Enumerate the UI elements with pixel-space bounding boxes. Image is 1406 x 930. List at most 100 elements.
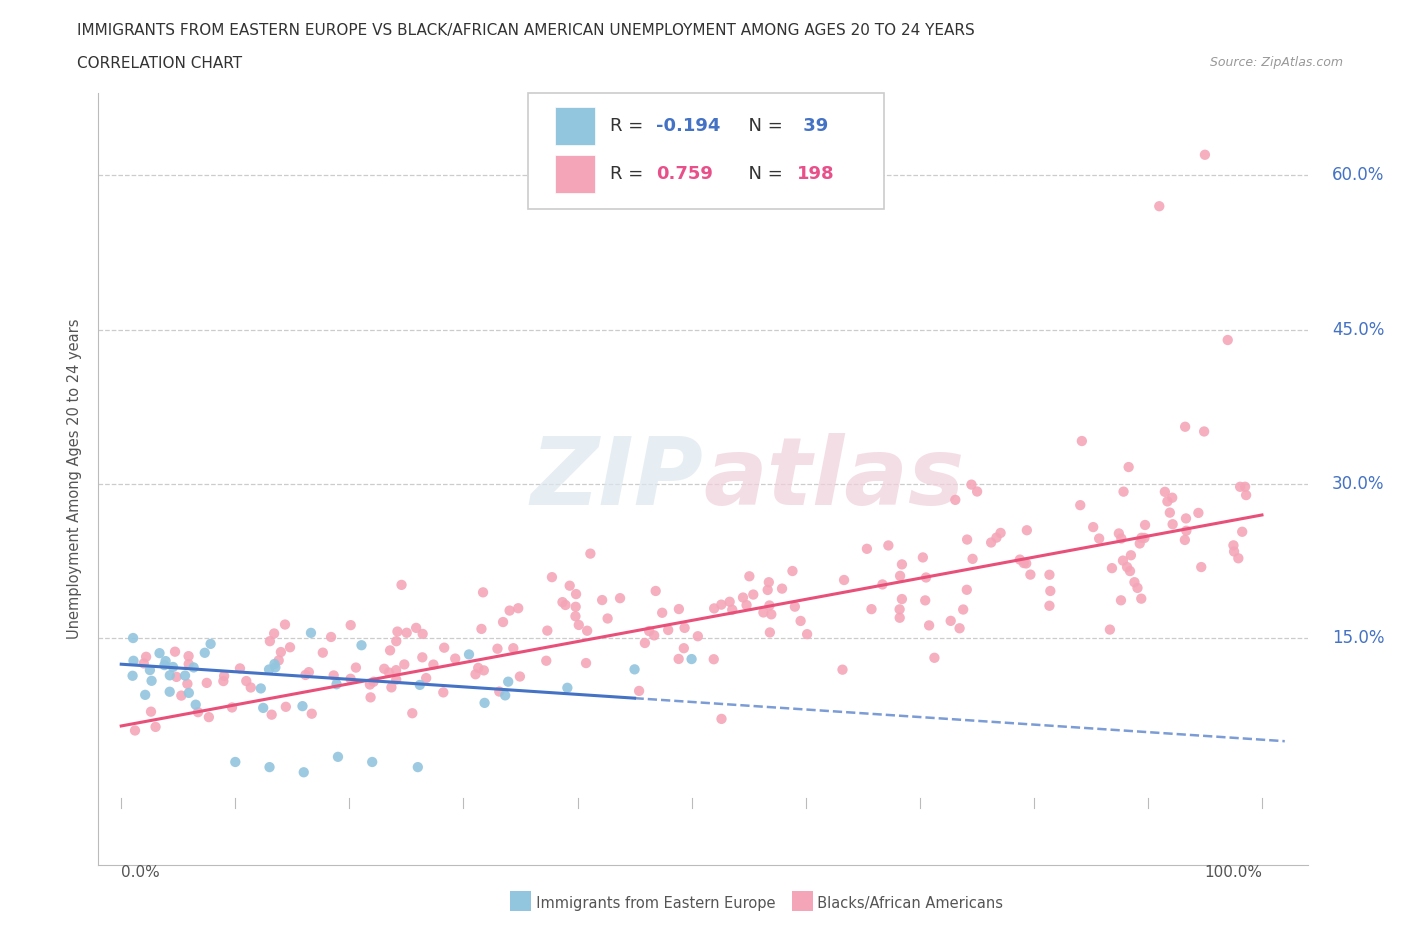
Point — [301, 706, 323, 721]
Point — [322, 668, 344, 683]
Point — [252, 700, 274, 715]
Point — [411, 650, 433, 665]
Point — [1101, 561, 1123, 576]
Point — [956, 582, 979, 597]
Point — [1175, 524, 1198, 538]
Point — [263, 626, 285, 641]
Text: IMMIGRANTS FROM EASTERN EUROPE VS BLACK/AFRICAN AMERICAN UNEMPLOYMENT AMONG AGES: IMMIGRANTS FROM EASTERN EUROPE VS BLACK/… — [77, 23, 976, 38]
Text: R =: R = — [610, 165, 650, 183]
Point — [634, 635, 657, 650]
Point — [914, 593, 936, 608]
Point — [294, 668, 316, 683]
Point — [1129, 536, 1152, 551]
Point — [212, 673, 235, 688]
Point — [1159, 505, 1181, 520]
Point — [221, 700, 243, 715]
Point — [212, 669, 235, 684]
Point — [502, 641, 524, 656]
Point — [962, 551, 984, 566]
Point — [761, 607, 783, 622]
Point — [609, 591, 631, 605]
Point — [153, 658, 176, 672]
Point — [980, 535, 1002, 550]
Point — [350, 638, 373, 653]
Point — [200, 636, 222, 651]
Point — [339, 618, 361, 632]
Point — [1038, 567, 1060, 582]
Point — [872, 577, 894, 591]
Point — [889, 602, 911, 617]
Point — [378, 643, 401, 658]
Point — [467, 660, 489, 675]
Point — [498, 604, 520, 618]
Point — [579, 546, 602, 561]
Point — [628, 684, 651, 698]
Point — [1108, 526, 1130, 541]
Point — [966, 485, 988, 499]
Point — [274, 618, 297, 632]
Text: 30.0%: 30.0% — [1331, 475, 1385, 493]
Point — [472, 663, 495, 678]
Point — [1174, 533, 1197, 548]
Point — [259, 760, 281, 775]
Point — [1187, 506, 1209, 521]
Text: ZIP: ZIP — [530, 433, 703, 525]
Text: 60.0%: 60.0% — [1331, 166, 1384, 184]
Point — [832, 573, 855, 588]
Point — [198, 710, 221, 724]
Point — [558, 578, 581, 593]
Point — [444, 651, 467, 666]
Point — [1112, 553, 1135, 568]
Point — [184, 698, 207, 712]
Point — [1216, 333, 1239, 348]
Point — [1083, 520, 1105, 535]
Text: Blacks/African Americans: Blacks/African Americans — [808, 897, 1004, 911]
Point — [960, 477, 983, 492]
Point — [486, 642, 509, 657]
Point — [1227, 551, 1250, 565]
Point — [1222, 538, 1244, 552]
Point — [554, 598, 576, 613]
Point — [177, 649, 200, 664]
Point — [1130, 591, 1153, 606]
Text: 45.0%: 45.0% — [1331, 321, 1384, 339]
Point — [1153, 485, 1175, 499]
Point — [565, 587, 588, 602]
Text: Source: ZipAtlas.com: Source: ZipAtlas.com — [1209, 56, 1343, 69]
Point — [651, 605, 673, 620]
Point — [638, 624, 661, 639]
Point — [860, 602, 883, 617]
Point — [643, 628, 665, 643]
Point — [359, 677, 381, 692]
Y-axis label: Unemployment Among Ages 20 to 24 years: Unemployment Among Ages 20 to 24 years — [67, 319, 83, 639]
Point — [166, 670, 188, 684]
Point — [796, 627, 818, 642]
Point — [1234, 487, 1257, 502]
Point — [278, 640, 301, 655]
Point — [831, 662, 853, 677]
Point — [856, 541, 879, 556]
Point — [170, 688, 193, 703]
Text: N =: N = — [737, 165, 789, 183]
Point — [509, 669, 531, 684]
Point — [298, 665, 321, 680]
Point — [395, 625, 418, 640]
Point — [657, 622, 679, 637]
Point — [260, 707, 283, 722]
Point — [564, 599, 586, 614]
Point — [325, 677, 347, 692]
Point — [224, 754, 246, 769]
Point — [496, 674, 519, 689]
Point — [718, 594, 741, 609]
Point — [263, 657, 285, 671]
Point — [1116, 560, 1139, 575]
Point — [1112, 485, 1135, 499]
Point — [385, 633, 408, 648]
Point — [1161, 490, 1184, 505]
Point — [391, 578, 413, 592]
Point — [731, 591, 754, 605]
Point — [312, 645, 335, 660]
Point — [405, 620, 427, 635]
Point — [319, 630, 342, 644]
Point — [703, 652, 725, 667]
